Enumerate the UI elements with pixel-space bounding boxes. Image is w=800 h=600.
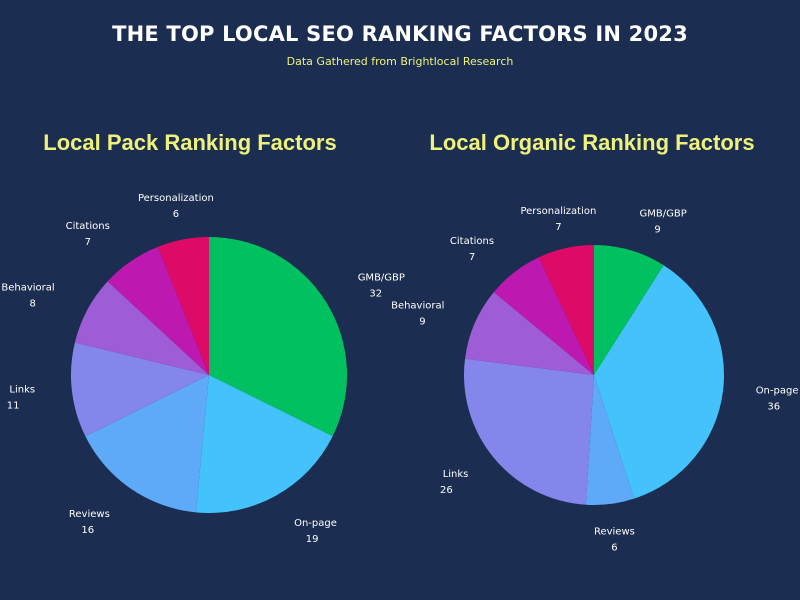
page-subtitle: Data Gathered from Brightlocal Research	[286, 55, 514, 68]
slice-organic-citations	[493, 257, 594, 375]
slice-pack-behavioral	[74, 281, 209, 375]
label-organic-gmb-gbp: GMB/GBP	[640, 209, 687, 220]
label-organic-citations: Citations	[450, 236, 494, 247]
slice-pack-citations	[107, 246, 209, 375]
value-pack-citations: 7	[85, 237, 91, 248]
slice-organic-personalization	[538, 245, 594, 375]
value-organic-gmb-gbp: 9	[654, 225, 660, 236]
label-organic-reviews: Reviews	[594, 527, 635, 538]
pie-pack	[71, 237, 348, 514]
slice-organic-links	[464, 358, 594, 505]
value-organic-on-page: 36	[767, 401, 780, 412]
value-organic-reviews: 6	[611, 543, 617, 554]
label-organic-personalization: Personalization	[520, 206, 596, 217]
slice-pack-links	[71, 342, 209, 437]
label-pack-reviews: Reviews	[69, 509, 110, 520]
value-pack-gmb-gbp: 32	[369, 289, 382, 300]
label-pack-behavioral: Behavioral	[1, 282, 54, 293]
slice-pack-personalization	[157, 237, 209, 375]
slice-pack-on-page	[195, 375, 333, 514]
slice-organic-gmb-gbp	[594, 245, 664, 375]
label-pack-gmb-gbp: GMB/GBP	[358, 273, 405, 284]
value-organic-personalization: 7	[555, 222, 561, 233]
slice-organic-reviews	[585, 375, 635, 505]
page-title: THE TOP LOCAL SEO RANKING FACTORS IN 202…	[112, 22, 688, 46]
chart-title-local-pack: Local Pack Ranking Factors	[43, 130, 337, 155]
value-organic-citations: 7	[469, 252, 475, 263]
value-organic-behavioral: 9	[419, 316, 425, 327]
label-pack-personalization: Personalization	[138, 193, 214, 204]
label-organic-on-page: On-page	[756, 385, 799, 396]
label-organic-behavioral: Behavioral	[391, 300, 444, 311]
value-organic-links: 26	[440, 485, 453, 496]
pie-organic	[464, 245, 725, 505]
label-pack-links: Links	[9, 384, 35, 395]
label-organic-links: Links	[443, 469, 469, 480]
label-pack-on-page: On-page	[294, 518, 337, 529]
value-pack-behavioral: 8	[30, 298, 36, 309]
slice-organic-behavioral	[465, 292, 594, 375]
value-pack-reviews: 16	[81, 525, 94, 536]
slice-pack-gmb-gbp	[209, 237, 348, 437]
chart-title-local-organic: Local Organic Ranking Factors	[429, 130, 755, 155]
label-pack-citations: Citations	[66, 221, 110, 232]
slice-organic-on-page	[594, 265, 725, 499]
slice-pack-reviews	[85, 375, 209, 513]
value-pack-on-page: 19	[306, 534, 319, 545]
value-pack-personalization: 6	[173, 209, 179, 220]
value-pack-links: 11	[7, 400, 20, 411]
